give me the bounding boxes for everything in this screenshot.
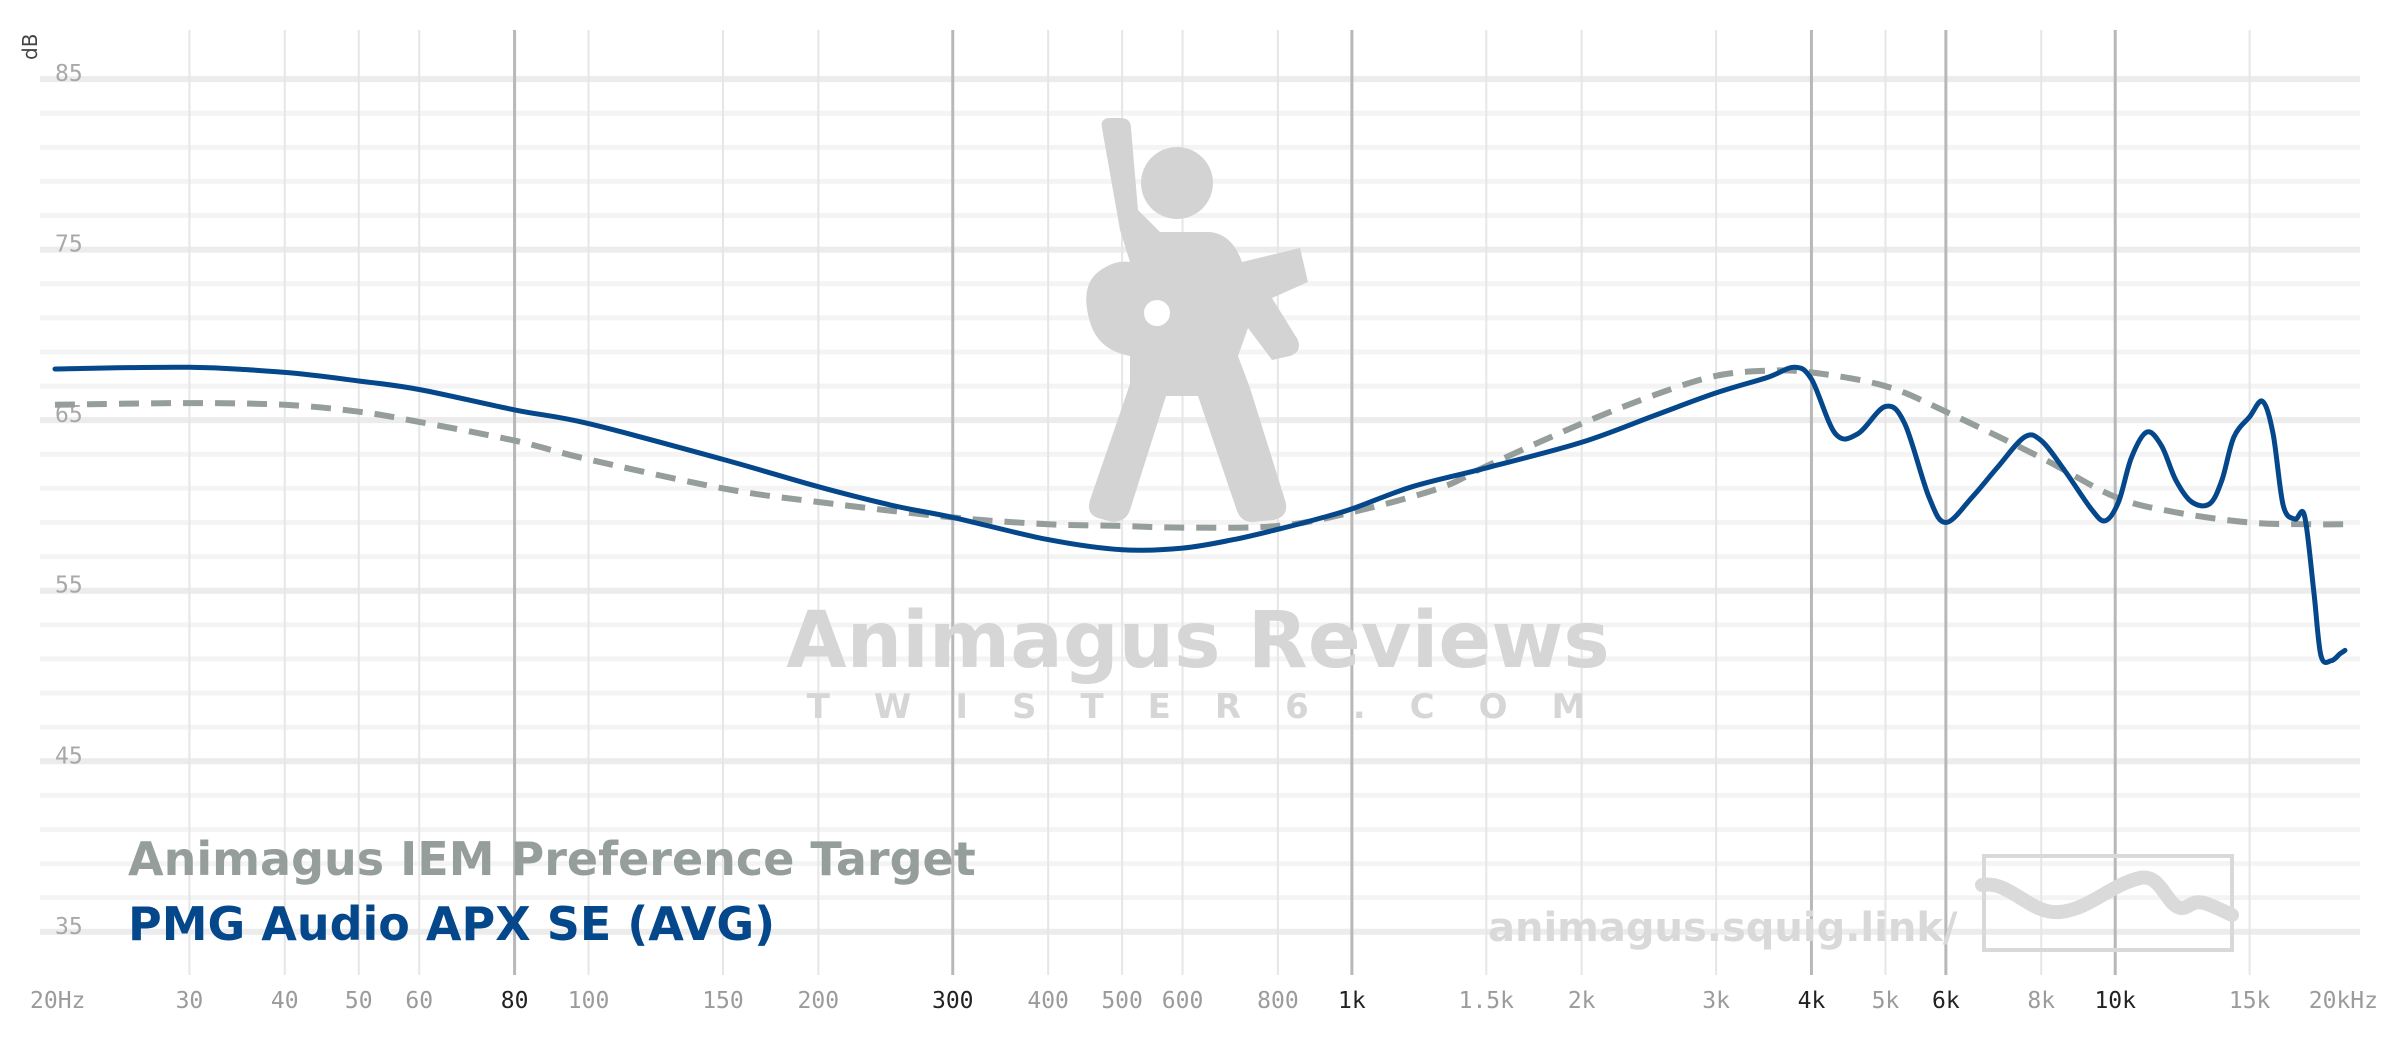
series-layer — [52, 364, 2348, 666]
x-tick-label: 60 — [405, 988, 433, 1014]
guitarist-logo-icon — [1086, 118, 1308, 522]
x-tick-label: 50 — [345, 988, 373, 1014]
x-tick-label: 5k — [1872, 988, 1900, 1014]
x-tick-label: 40 — [271, 988, 299, 1014]
squig-logo-icon — [1975, 854, 2239, 952]
x-tick-label: 15k — [2229, 988, 2271, 1014]
x-tick-label: 800 — [1257, 988, 1299, 1014]
x-tick-label: 20Hz — [30, 988, 85, 1014]
x-tick-label: 500 — [1101, 988, 1143, 1014]
series-line-target — [54, 367, 2346, 531]
legend-entry-target: Animagus IEM Preference Target — [128, 832, 976, 886]
x-tick-label: 3k — [1702, 988, 1730, 1014]
x-axis-ticks: 20Hz 30 40 50 60 80 100 150 200 300 400 500 600 800 1k… — [30, 988, 2378, 1014]
x-tick-label: 2k — [1568, 988, 1596, 1014]
guitar-soundhole-icon — [1138, 294, 1176, 332]
x-tick-label: 6k — [1932, 988, 1960, 1014]
watermark-title: Animagus Reviews — [786, 596, 1609, 686]
x-tick-label: 20kHz — [2309, 988, 2378, 1014]
x-tick-label: 150 — [702, 988, 744, 1014]
x-tick-label: 30 — [176, 988, 204, 1014]
x-tick-label: 200 — [798, 988, 840, 1014]
y-tick-label: 35 — [55, 914, 83, 940]
y-tick-label: 45 — [55, 743, 83, 769]
watermark-url: animagus.squig.link/ — [1488, 905, 1958, 951]
y-tick-label: 85 — [55, 61, 83, 87]
x-tick-label: 600 — [1162, 988, 1204, 1014]
x-tick-label: 8k — [2027, 988, 2055, 1014]
y-axis-label: dB — [18, 34, 42, 60]
legend-entry-pmg-apx-se: PMG Audio APX SE (AVG) — [128, 897, 775, 951]
x-tick-label: 4k — [1798, 988, 1826, 1014]
x-tick-label: 1.5k — [1459, 988, 1515, 1014]
x-tick-label: 1k — [1338, 988, 1366, 1014]
y-tick-label: 55 — [55, 573, 83, 599]
vertical-gridlines — [188, 30, 2251, 975]
x-tick-label: 300 — [932, 988, 974, 1014]
x-tick-label: 100 — [568, 988, 610, 1014]
x-tick-label: 400 — [1027, 988, 1069, 1014]
x-tick-label: 80 — [501, 988, 529, 1014]
series-line-pmg-apx-se — [52, 364, 2348, 666]
x-tick-label: 10k — [2094, 988, 2136, 1014]
watermark-subtitle: TWISTER6.COM — [807, 687, 1630, 727]
y-tick-label: 75 — [55, 232, 83, 258]
